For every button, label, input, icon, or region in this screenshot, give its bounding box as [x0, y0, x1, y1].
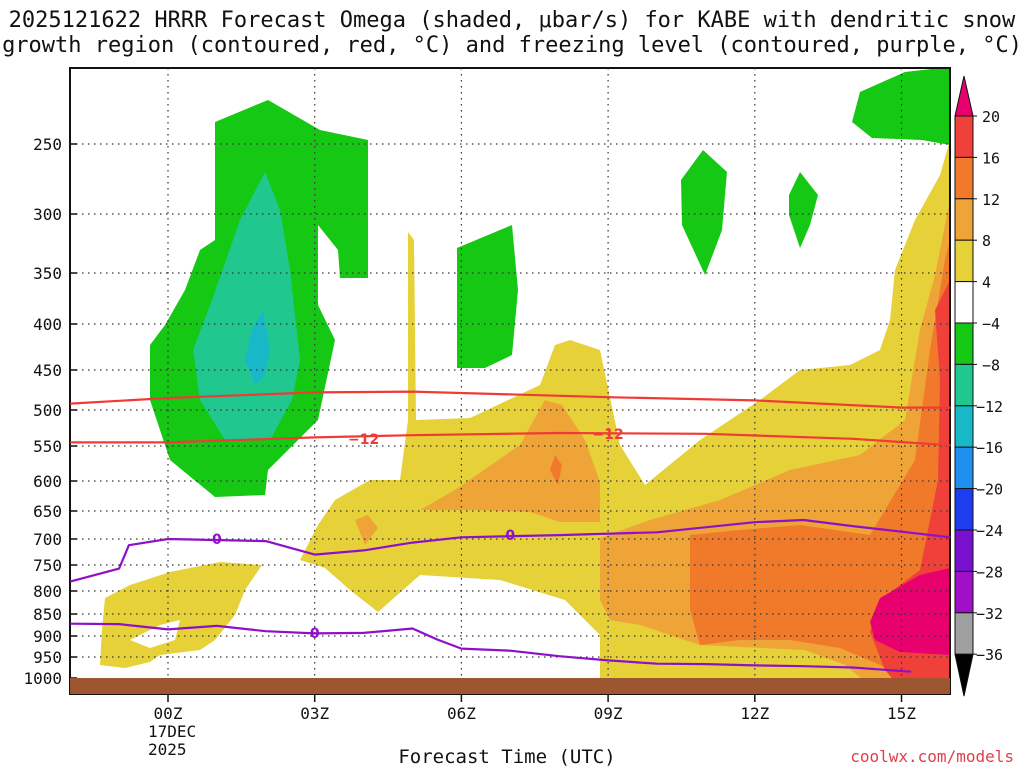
colorbar-box: [954, 198, 974, 241]
colorbar-box: [954, 446, 974, 490]
x-axis-label: Forecast Time (UTC): [398, 746, 616, 768]
x-tick-label: 12Z: [740, 704, 769, 723]
colorbar-label: −12: [976, 398, 1003, 416]
freezing-label-1: 0: [212, 532, 222, 548]
y-tick-label: 300: [33, 205, 62, 224]
omega-region-orange: [550, 455, 562, 485]
y-tick-label: 850: [33, 605, 62, 624]
y-tick-label: 550: [33, 437, 62, 456]
dendritic-label-1: −12: [348, 432, 379, 448]
colorbar-box: [954, 115, 974, 158]
omega-region-green-3: [681, 150, 727, 275]
dendritic-label-2: −12: [592, 427, 623, 443]
y-tick-label: 450: [33, 361, 62, 380]
omega-region-yellow-lowlevel: [100, 562, 262, 668]
omega-region-magenta: [870, 568, 950, 655]
y-tick-label: 900: [33, 627, 62, 646]
colorbar-label: 16: [982, 149, 1000, 167]
colorbar-box: [954, 488, 974, 531]
x-tick-label: 03Z: [300, 704, 329, 723]
x-tick-label: 06Z: [447, 704, 476, 723]
colorbar: 20 16 12 8 4 −4 −8 −12 −16 −20 −24 −28 −32 −36: [954, 75, 1003, 697]
freezing-contour-1: [69, 518, 951, 583]
colorbar-label: −8: [982, 356, 1000, 374]
colorbar-box: [954, 239, 974, 283]
y-tick-label: 600: [33, 472, 62, 491]
omega-region-green-4: [789, 172, 818, 248]
colorbar-top-arrow: [954, 75, 974, 117]
x-tick-label: 15Z: [887, 704, 916, 723]
x-tick-label: 00Z: [154, 704, 183, 723]
colorbar-label: −28: [976, 563, 1003, 581]
colorbar-label: −32: [976, 605, 1003, 623]
y-tick-label: 800: [33, 582, 62, 601]
colorbar-label: −16: [976, 439, 1003, 457]
colorbar-label: 8: [982, 232, 991, 250]
omega-region-orange-2: [690, 240, 950, 694]
omega-region-green-2: [457, 225, 518, 368]
x-date-day: 17DEC: [148, 722, 197, 741]
colorbar-label: −36: [976, 646, 1003, 664]
dendritic-contour-2: [70, 390, 951, 409]
omega-region-cyan: [245, 310, 270, 385]
omega-region-teal: [193, 172, 300, 440]
y-tick-label: 750: [33, 556, 62, 575]
y-tick-label: 700: [33, 530, 62, 549]
colorbar-box: [954, 529, 974, 572]
colorbar-label: −4: [982, 315, 1000, 333]
y-tick-label: 950: [33, 648, 62, 667]
freezing-label-2: 0: [505, 528, 515, 544]
colorbar-label: 20: [982, 108, 1000, 126]
credit-link[interactable]: coolwx.com/models: [850, 747, 1014, 766]
omega-region-green-5: [852, 68, 950, 145]
colorbar-box: [954, 322, 974, 365]
colorbar-label: 12: [982, 191, 1000, 209]
colorbar-box: [954, 570, 974, 614]
omega-region-orange-light: [420, 400, 600, 522]
chart-title-line2: growth region (contoured, red, °C) and f…: [2, 33, 1022, 58]
y-tick-label: 1000: [23, 669, 62, 688]
x-date-year: 2025: [148, 740, 187, 759]
y-tick-label: 350: [33, 264, 62, 283]
colorbar-bottom-arrow: [954, 653, 974, 697]
colorbar-label: −24: [976, 522, 1003, 540]
y-tick-label: 250: [33, 135, 62, 154]
y-tick-label: 500: [33, 401, 62, 420]
omega-shading: [100, 68, 950, 694]
colorbar-box: [954, 281, 974, 324]
ground-strip: [70, 678, 950, 694]
freezing-contour-2: [70, 622, 912, 673]
colorbar-label: 4: [982, 274, 991, 292]
x-tick-label: 09Z: [594, 704, 623, 723]
colorbar-box: [954, 405, 974, 448]
dendritic-contour-1: [70, 431, 951, 447]
colorbar-box: [954, 612, 974, 655]
y-tick-label: 650: [33, 502, 62, 521]
y-tick-label: 400: [33, 315, 62, 334]
freezing-label-3: 0: [310, 626, 320, 642]
omega-region-orange-light-2: [355, 515, 378, 545]
colorbar-box: [954, 363, 974, 407]
colorbar-box: [954, 156, 974, 200]
colorbar-label: −20: [976, 481, 1003, 499]
chart-title-line1: 2025121622 HRRR Forecast Omega (shaded, …: [8, 8, 1016, 33]
